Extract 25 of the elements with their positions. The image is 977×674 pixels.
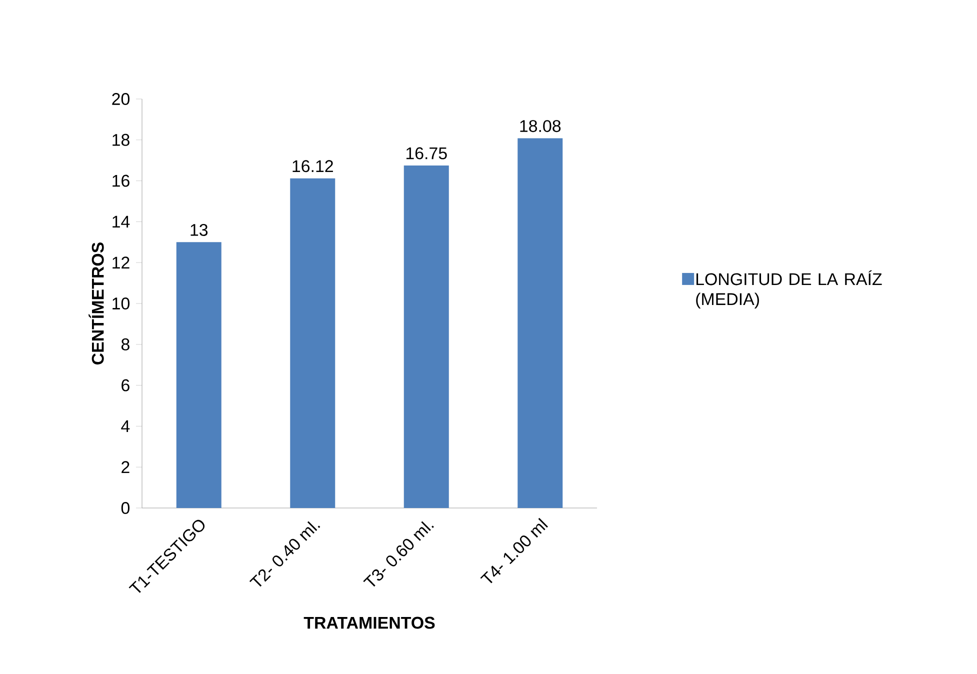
data-label: 13 (190, 224, 208, 236)
y-tick-label: 16 (112, 174, 130, 187)
data-label: 16.12 (292, 160, 333, 172)
y-tick-label: 8 (121, 338, 130, 350)
y-axis-title: CENTÍMETROS (88, 242, 104, 364)
bar (518, 138, 563, 508)
y-tick-label: 18 (112, 134, 130, 146)
data-label: 18.08 (520, 120, 561, 132)
bar (176, 242, 222, 508)
y-tick-label: 0 (121, 502, 130, 514)
y-tick-label: 6 (122, 379, 130, 392)
bar (404, 165, 449, 508)
bar (290, 178, 336, 508)
legend-label: LONGITUD DE LA RAÍZ (MEDIA) (696, 270, 882, 308)
x-tick-label: T4- 1.00 ml (480, 518, 548, 584)
y-tick-label: 20 (112, 93, 130, 105)
x-axis-title: TRATAMIENTOS (304, 616, 435, 629)
y-tick-label: 10 (112, 298, 130, 310)
x-tick-label: T2- 0.40 ml. (249, 521, 320, 587)
data-label: 16.75 (406, 147, 447, 160)
y-tick-label: 4 (121, 420, 130, 432)
y-tick-label: 12 (112, 256, 130, 269)
y-tick-label: 14 (112, 216, 130, 228)
x-tick-label: T3- 0.60 ml. (363, 521, 434, 587)
y-tick-label: 2 (122, 461, 130, 474)
